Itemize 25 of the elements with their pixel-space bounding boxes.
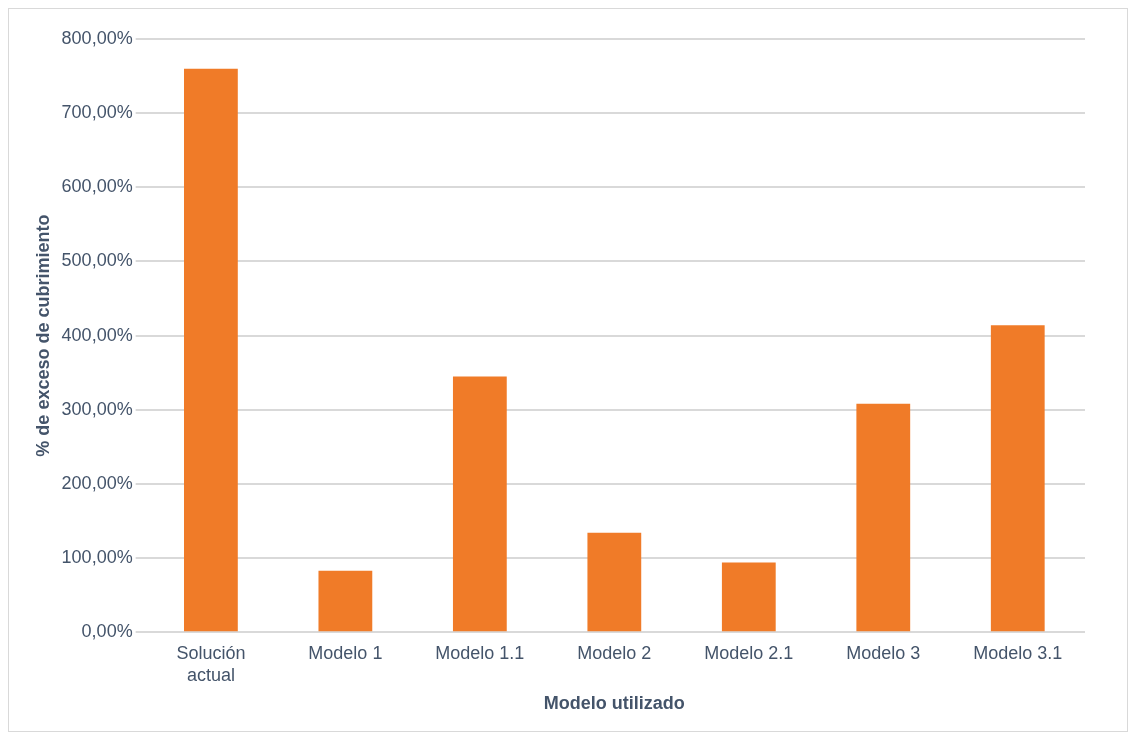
y-tick-label: 500,00% xyxy=(61,250,133,271)
x-tick-label: Modelo 1 xyxy=(308,642,383,663)
y-axis-title: % de exceso de cubrimiento xyxy=(32,214,53,457)
x-tick-label: Modelo 3 xyxy=(846,642,921,663)
x-tick-label: Modelo 2 xyxy=(577,642,652,663)
bar xyxy=(184,68,238,632)
bar xyxy=(452,376,507,632)
x-tick-label: Modelo 1.1 xyxy=(435,642,525,663)
y-tick-label: 800,00% xyxy=(61,27,133,48)
y-tick-label: 300,00% xyxy=(61,398,133,419)
bar xyxy=(318,570,373,632)
x-tick-label: Modelo 3.1 xyxy=(973,642,1063,663)
x-axis-title: Modelo utilizado xyxy=(543,693,685,714)
y-tick-label: 700,00% xyxy=(61,102,133,123)
x-tick-label: Modelo 2.1 xyxy=(704,642,794,663)
y-tick-label: 600,00% xyxy=(61,176,133,197)
bar xyxy=(587,532,642,632)
y-tick-label: 0,00% xyxy=(81,621,133,642)
bar xyxy=(721,562,776,632)
bar xyxy=(856,403,911,632)
bar xyxy=(990,325,1045,632)
y-tick-label: 200,00% xyxy=(61,472,133,493)
y-tick-label: 100,00% xyxy=(61,547,133,568)
y-tick-label: 400,00% xyxy=(61,324,133,345)
x-tick-label: Solución actual xyxy=(176,642,246,685)
